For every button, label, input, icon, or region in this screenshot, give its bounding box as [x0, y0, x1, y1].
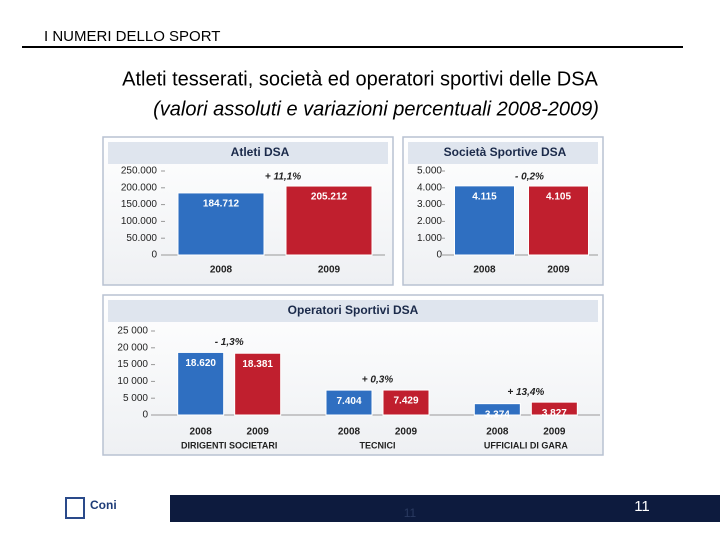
- y-tick-label: 5 000: [123, 393, 148, 404]
- y-tick-label: 1.000: [417, 233, 442, 244]
- bar: [177, 351, 225, 416]
- bar: [234, 352, 282, 416]
- value-label: 184.712: [203, 199, 240, 210]
- chart-title-band: [408, 142, 598, 164]
- annotation: - 0,2%: [515, 172, 544, 183]
- chart-title: Operatori Sportivi DSA: [288, 303, 419, 317]
- page-number-faint: 11: [404, 506, 417, 520]
- y-tick-label: 25 000: [117, 326, 148, 337]
- bar: [528, 185, 589, 256]
- series-label: 2009: [543, 427, 566, 438]
- value-label: 4.115: [472, 192, 497, 203]
- x-tick-label: 2009: [318, 265, 341, 276]
- bar: [285, 185, 373, 256]
- value-label: 3.827: [542, 408, 567, 419]
- y-tick-label: 2.000: [417, 216, 442, 227]
- value-label: 205.212: [311, 192, 348, 203]
- chart-title-band: [108, 142, 388, 164]
- y-tick-label: 20 000: [117, 342, 148, 353]
- y-tick-label: 100.000: [121, 216, 158, 227]
- annotation: + 13,4%: [507, 387, 544, 398]
- x-tick-label: 2009: [547, 265, 570, 276]
- y-tick-label: 4.000: [417, 182, 442, 193]
- y-tick-label: 150.000: [121, 199, 158, 210]
- value-label: 4.105: [546, 192, 571, 203]
- logo-text: Coni: [90, 498, 117, 512]
- y-tick-label: 10 000: [117, 376, 148, 387]
- bar: [177, 192, 265, 256]
- annotation: + 11,1%: [265, 172, 301, 183]
- bar: [530, 401, 578, 416]
- bar: [454, 185, 515, 256]
- y-tick-label: 15 000: [117, 359, 148, 370]
- y-tick-label: 0: [151, 250, 157, 261]
- value-label: 7.404: [336, 396, 361, 407]
- chart-title: Atleti DSA: [231, 145, 290, 159]
- bar: [325, 389, 373, 416]
- series-label: 2008: [486, 427, 509, 438]
- category-label: DIRIGENTI SOCIETARI: [181, 440, 277, 450]
- value-label: 18.381: [242, 359, 273, 370]
- subtitle: (valori assoluti e variazioni percentual…: [153, 98, 599, 120]
- y-tick-label: 5.000: [417, 166, 442, 177]
- header: I NUMERI DELLO SPORT: [44, 28, 220, 45]
- title: Atleti tesserati, società ed operatori s…: [122, 68, 598, 90]
- x-tick-label: 2008: [210, 265, 233, 276]
- chart-title-band: [108, 300, 598, 322]
- annotation: + 0,3%: [362, 375, 394, 386]
- value-label: 7.429: [393, 396, 418, 407]
- value-label: 3.374: [485, 409, 510, 420]
- bar: [473, 403, 521, 416]
- chart-title: Società Sportive DSA: [444, 145, 567, 159]
- y-tick-label: 50.000: [126, 233, 157, 244]
- y-tick-label: 0: [142, 410, 148, 421]
- series-label: 2008: [190, 427, 213, 438]
- y-tick-label: 3.000: [417, 199, 442, 210]
- series-label: 2009: [247, 427, 270, 438]
- y-tick-label: 200.000: [121, 182, 158, 193]
- bar: [382, 389, 430, 416]
- page-number: 11: [634, 498, 650, 515]
- category-label: UFFICIALI DI GARA: [484, 440, 568, 450]
- y-tick-label: 250.000: [121, 166, 158, 177]
- x-tick-label: 2008: [473, 265, 496, 276]
- value-label: 18.620: [185, 358, 216, 369]
- category-label: TECNICI: [360, 440, 396, 450]
- series-label: 2008: [338, 427, 361, 438]
- logo-icon: [65, 497, 85, 519]
- annotation: - 1,3%: [215, 337, 244, 348]
- series-label: 2009: [395, 427, 418, 438]
- y-tick-label: 0: [436, 250, 442, 261]
